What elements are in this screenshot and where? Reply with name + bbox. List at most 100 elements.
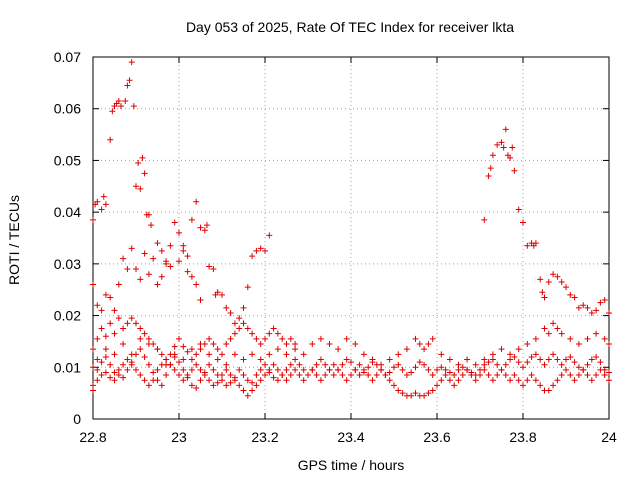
data-point [588, 377, 595, 384]
data-point [545, 278, 552, 285]
data-point [550, 382, 557, 389]
data-point [115, 366, 122, 373]
data-point [532, 351, 539, 358]
data-point [507, 154, 514, 161]
x-tick-label: 23 [171, 429, 187, 445]
data-point [339, 372, 346, 379]
data-point [292, 356, 299, 363]
data-point [296, 361, 303, 368]
data-point [240, 387, 247, 394]
data-point [180, 247, 187, 254]
data-point [287, 372, 294, 379]
data-point [464, 366, 471, 373]
data-point [107, 361, 114, 368]
data-point [373, 372, 380, 379]
data-point [219, 377, 225, 384]
data-point [188, 366, 195, 373]
data-point [154, 366, 161, 373]
data-point [520, 219, 526, 226]
data-point [563, 366, 569, 373]
data-point [274, 330, 281, 337]
data-point [515, 359, 522, 366]
data-point [236, 325, 243, 332]
data-point [330, 372, 337, 379]
data-point [137, 276, 144, 283]
data-point [266, 330, 273, 337]
data-point [94, 335, 101, 342]
data-point [197, 297, 204, 304]
data-point [584, 304, 591, 311]
data-point [231, 320, 238, 327]
data-point [558, 278, 565, 285]
data-point [537, 382, 544, 389]
data-point [115, 372, 122, 379]
data-point [563, 284, 569, 291]
data-point [287, 335, 294, 342]
data-point [412, 390, 419, 397]
data-point [124, 82, 131, 89]
data-point [240, 320, 247, 327]
data-point [227, 372, 234, 379]
data-point [130, 103, 137, 110]
data-point [141, 330, 148, 337]
data-point [111, 377, 118, 384]
data-point [292, 366, 299, 373]
data-point [253, 372, 260, 379]
data-point [128, 351, 135, 358]
data-point [554, 356, 561, 363]
data-point [348, 372, 354, 379]
data-point [180, 356, 187, 363]
x-tick-label: 22.8 [79, 429, 106, 445]
data-point [511, 353, 518, 360]
data-point [395, 351, 402, 358]
series-high-arc-early [90, 59, 155, 229]
data-point [137, 185, 144, 192]
data-point [257, 377, 264, 384]
data-point [244, 392, 251, 399]
data-point [236, 382, 243, 389]
data-point [270, 374, 277, 381]
data-point [141, 170, 148, 177]
data-point [98, 307, 105, 314]
data-point [500, 144, 507, 151]
data-point [206, 335, 213, 342]
data-point [593, 307, 600, 314]
data-point [438, 351, 445, 358]
series-band-b [90, 356, 612, 399]
data-point [489, 377, 496, 384]
data-point [210, 366, 217, 373]
data-point [141, 377, 148, 384]
data-point [593, 330, 600, 337]
data-point [111, 369, 118, 376]
data-point [133, 320, 139, 327]
data-point [184, 268, 191, 275]
data-point [270, 361, 277, 368]
data-point [459, 372, 466, 379]
data-point [262, 335, 268, 342]
data-point [141, 353, 148, 360]
data-point [128, 59, 135, 66]
data-point [145, 335, 152, 342]
data-point [109, 108, 116, 115]
data-point [274, 366, 281, 373]
data-point [537, 356, 544, 363]
data-point [214, 379, 221, 386]
data-point [378, 366, 385, 373]
data-point [107, 320, 114, 327]
data-point [425, 366, 432, 373]
data-point [90, 382, 96, 389]
data-point [386, 369, 393, 376]
x-tick-label: 23.8 [509, 429, 536, 445]
data-point [330, 361, 337, 368]
data-point [575, 364, 582, 371]
data-point [206, 351, 213, 358]
data-point [558, 330, 565, 337]
data-point [442, 372, 449, 379]
data-point [532, 240, 539, 247]
data-point [378, 361, 385, 368]
data-point [507, 351, 514, 358]
data-point [292, 346, 299, 353]
data-point [481, 366, 488, 373]
data-point [249, 253, 256, 260]
